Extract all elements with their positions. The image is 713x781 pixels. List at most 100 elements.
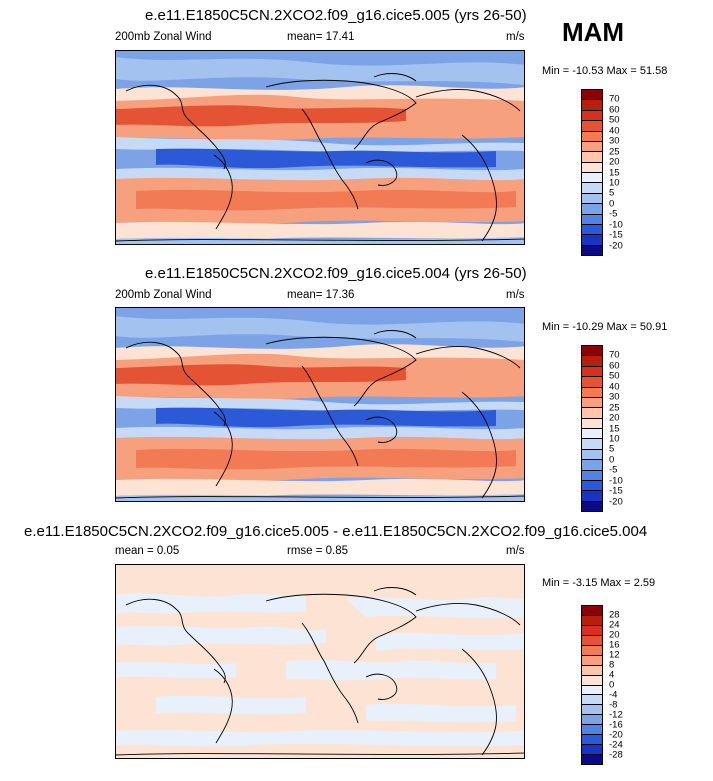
colorbar-tick-label: -20 [609, 729, 623, 741]
colorbar-swatch [582, 480, 602, 492]
season-label: MAM [562, 17, 625, 47]
panel2-variable-label: 200mb Zonal Wind [115, 289, 212, 301]
colorbar-swatch [582, 606, 602, 616]
colorbar-swatch [582, 715, 602, 726]
panel2-min-max: Min = -10.29 Max = 50.91 [542, 321, 668, 333]
panel3-units-label: m/s [506, 545, 525, 557]
colorbar-swatch [582, 214, 602, 225]
colorbar-swatch [582, 152, 602, 163]
colorbar-tick-label: 20 [609, 156, 620, 168]
colorbar-tick-label: 0 [609, 454, 615, 466]
colorbar-swatch [582, 408, 602, 419]
panel2-units-label: m/s [506, 289, 525, 301]
panel1-variable-label: 200mb Zonal Wind [115, 31, 212, 43]
colorbar-swatch [582, 705, 602, 716]
colorbar-tick-label: -16 [609, 719, 623, 731]
colorbar-tick-label: -20 [609, 240, 623, 252]
colorbar-swatch [582, 645, 602, 656]
panel1-map [115, 50, 525, 245]
panel3-map [115, 564, 525, 759]
colorbar-tick-label: -28 [609, 749, 623, 761]
colorbar-tick-label: 10 [609, 177, 620, 189]
colorbar-swatch [582, 755, 602, 764]
colorbar-tick-label: 0 [609, 198, 615, 210]
colorbar-tick-label: 4 [609, 669, 615, 681]
colorbar-tick-label: 50 [609, 370, 620, 382]
colorbar-tick-label: 5 [609, 187, 615, 199]
colorbar-tick-label: 16 [609, 639, 620, 651]
colorbar-swatch [582, 429, 602, 440]
colorbar-tick-label: 15 [609, 423, 620, 434]
colorbar-swatch [582, 100, 602, 111]
panel2-colorbar [581, 345, 603, 512]
colorbar-swatch [582, 397, 602, 409]
colorbar-tick-label: -5 [609, 208, 618, 220]
colorbar-swatch [582, 695, 602, 706]
colorbar-tick-label: -5 [609, 464, 618, 476]
colorbar-swatch [582, 655, 602, 666]
panel3-mean-label: mean = 0.05 [115, 545, 180, 557]
colorbar-swatch [582, 183, 602, 194]
colorbar-tick-label: -20 [609, 496, 623, 508]
colorbar-swatch [582, 173, 602, 184]
colorbar-swatch [582, 665, 602, 676]
colorbar-swatch [582, 204, 602, 215]
panel3-colorbar [581, 605, 603, 765]
colorbar-swatch [582, 685, 602, 696]
colorbar-tick-label: 25 [609, 146, 620, 158]
colorbar-tick-label: 20 [609, 629, 620, 641]
colorbar-tick-label: 20 [609, 412, 620, 424]
panel1-title: e.e11.E1850C5CN.2XCO2.f09_g16.cice5.005 … [145, 7, 527, 24]
colorbar-tick-label: -15 [609, 485, 623, 497]
colorbar-swatch [582, 439, 602, 450]
panel2-map [115, 307, 525, 502]
colorbar-tick-label: 40 [609, 381, 620, 393]
colorbar-tick-label: -4 [609, 689, 618, 701]
colorbar-swatch [582, 356, 602, 367]
colorbar-tick-label: 40 [609, 125, 620, 137]
colorbar-tick-label: 70 [609, 349, 620, 361]
colorbar-tick-label: 28 [609, 609, 620, 621]
colorbar-swatch [582, 141, 602, 153]
colorbar-swatch [582, 449, 602, 461]
colorbar-swatch [582, 224, 602, 236]
colorbar-swatch [582, 387, 602, 398]
colorbar-swatch [582, 110, 602, 122]
colorbar-swatch [582, 460, 602, 471]
colorbar-tick-label: -10 [609, 475, 623, 487]
colorbar-tick-label: 60 [609, 360, 620, 372]
colorbar-swatch [582, 625, 602, 636]
colorbar-tick-label: 5 [609, 443, 615, 455]
colorbar-tick-label: -10 [609, 219, 623, 231]
panel2-map-svg [116, 308, 524, 501]
colorbar-swatch [582, 193, 602, 205]
colorbar-tick-label: 30 [609, 391, 620, 403]
colorbar-tick-label: 24 [609, 619, 620, 631]
panel2-title: e.e11.E1850C5CN.2XCO2.f09_g16.cice5.004 … [145, 265, 527, 282]
colorbar-swatch [582, 725, 602, 736]
colorbar-swatch [582, 470, 602, 481]
panel3-rmse-label: rmse = 0.85 [287, 545, 349, 557]
colorbar-tick-label: 8 [609, 659, 615, 671]
colorbar-tick-label: 10 [609, 433, 620, 445]
colorbar-tick-label: 0 [609, 679, 615, 691]
colorbar-tick-label: 70 [609, 93, 620, 105]
colorbar-swatch [582, 366, 602, 378]
colorbar-swatch [582, 615, 602, 626]
colorbar-swatch [582, 675, 602, 686]
colorbar-tick-label: 50 [609, 114, 620, 126]
panel3-map-svg [116, 565, 524, 758]
colorbar-tick-label: 25 [609, 402, 620, 414]
panel1-mean-label: mean= 17.41 [287, 31, 355, 43]
colorbar-tick-label: 15 [609, 167, 620, 178]
colorbar-tick-label: -15 [609, 229, 623, 241]
colorbar-swatch [582, 121, 602, 132]
colorbar-swatch [582, 418, 602, 429]
colorbar-swatch [582, 501, 602, 511]
colorbar-swatch [582, 735, 602, 746]
colorbar-tick-label: 60 [609, 104, 620, 116]
colorbar-swatch [582, 635, 602, 646]
colorbar-tick-label: -12 [609, 709, 623, 721]
colorbar-swatch [582, 131, 602, 142]
colorbar-swatch [582, 245, 602, 255]
